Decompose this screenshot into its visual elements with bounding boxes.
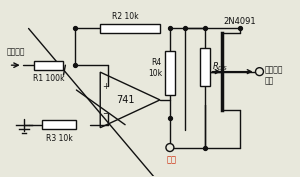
Text: $R_{DS}$: $R_{DS}$	[212, 60, 228, 73]
Text: +: +	[102, 82, 109, 90]
Text: 输出: 输出	[167, 155, 177, 164]
Text: 输入: 输入	[265, 76, 274, 85]
Bar	[34, 61, 64, 70]
Text: R3 10k: R3 10k	[46, 134, 73, 143]
Text: 信号输入: 信号输入	[7, 47, 25, 56]
Circle shape	[166, 144, 174, 152]
Text: R1 100k: R1 100k	[33, 74, 65, 83]
Text: R2 10k: R2 10k	[112, 12, 138, 21]
Text: 控制电压: 控制电压	[265, 65, 283, 74]
Text: R4
10k: R4 10k	[148, 58, 162, 78]
Text: −: −	[102, 109, 109, 118]
Bar	[200, 48, 210, 86]
Bar	[43, 120, 76, 129]
Bar	[100, 24, 160, 33]
Text: 741: 741	[116, 95, 134, 105]
Text: 2N4091: 2N4091	[224, 18, 256, 27]
Bar	[165, 51, 175, 95]
Circle shape	[256, 68, 263, 76]
